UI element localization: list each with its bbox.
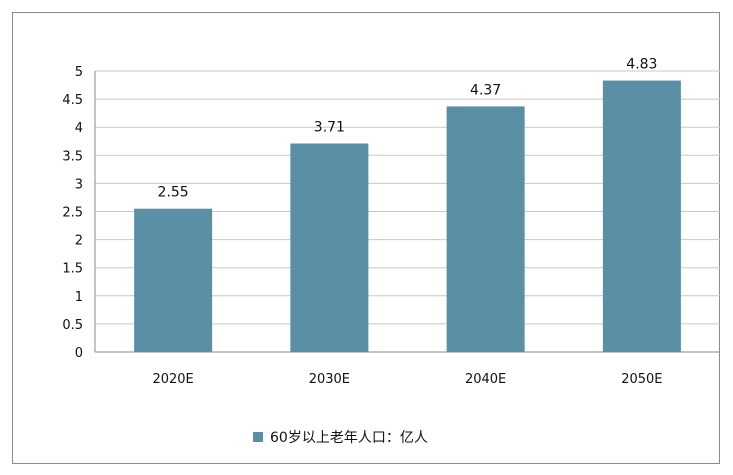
x-tick-label: 2040E [465, 372, 506, 387]
bar [446, 106, 525, 352]
bar [602, 80, 681, 352]
data-label: 3.71 [314, 119, 345, 135]
y-tick-label: 3.5 [62, 149, 83, 164]
y-tick-label: 4.5 [62, 93, 83, 108]
x-tick-label: 2030E [309, 372, 350, 387]
y-tick-label: 1.5 [62, 262, 83, 277]
y-tick-label: 1 [75, 290, 83, 305]
legend-swatch [253, 432, 263, 442]
bar [290, 143, 369, 352]
y-axis-ticks: 0 0.5 1 1.5 2 2.5 3 3.5 4 4.5 5 [62, 65, 83, 361]
data-labels: 2.55 3.71 4.37 4.83 [158, 57, 658, 201]
x-tick-label: 2020E [152, 372, 193, 387]
legend: 60岁以上老年人口：亿人 [253, 430, 428, 446]
data-label: 4.37 [470, 82, 501, 98]
x-tick-label: 2050E [621, 372, 662, 387]
legend-label: 60岁以上老年人口：亿人 [270, 430, 428, 446]
y-tick-label: 0.5 [62, 318, 83, 333]
y-tick-label: 5 [75, 65, 83, 80]
bar [134, 208, 213, 352]
y-tick-label: 2 [75, 234, 83, 249]
y-tick-label: 0 [75, 346, 83, 361]
y-tick-label: 2.5 [62, 206, 83, 221]
data-label: 4.83 [626, 57, 657, 73]
x-axis-ticks: 2020E 2030E 2040E 2050E [152, 372, 662, 387]
bars [134, 80, 681, 352]
y-tick-label: 4 [75, 121, 83, 136]
data-label: 2.55 [158, 185, 189, 201]
y-tick-label: 3 [75, 177, 83, 192]
